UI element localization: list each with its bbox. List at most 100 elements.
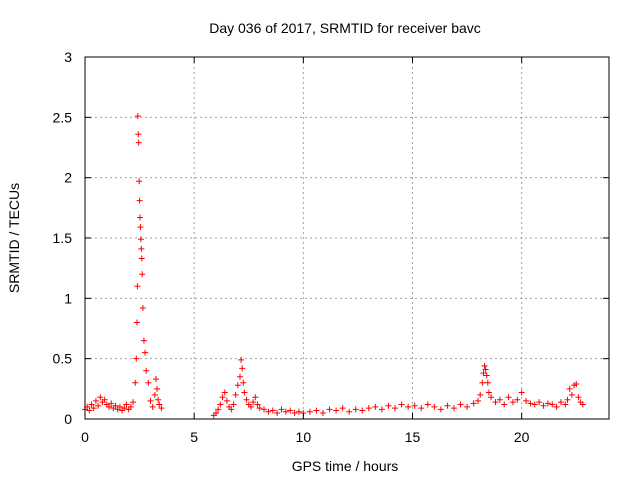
data-point	[568, 391, 575, 398]
data-point	[319, 409, 326, 416]
data-point	[265, 408, 272, 415]
data-point	[333, 407, 340, 414]
x-tick-label: 20	[514, 429, 530, 445]
data-point	[138, 245, 145, 252]
y-tick-label: 3	[64, 49, 72, 65]
data-point	[485, 389, 492, 396]
data-point	[215, 406, 222, 413]
data-point	[155, 396, 162, 403]
data-point	[540, 402, 547, 409]
data-point	[140, 337, 147, 344]
data-point	[385, 402, 392, 409]
data-point	[359, 407, 366, 414]
data-point	[95, 402, 102, 409]
data-point	[484, 379, 491, 386]
data-point	[147, 397, 154, 404]
data-point	[219, 394, 226, 401]
data-point	[536, 399, 543, 406]
data-point	[134, 113, 141, 120]
data-point	[544, 400, 551, 407]
data-point	[238, 356, 245, 363]
data-point	[135, 139, 142, 146]
data-point	[136, 178, 143, 185]
data-point	[501, 401, 508, 408]
data-point	[579, 401, 586, 408]
data-point	[137, 236, 144, 243]
data-point	[496, 396, 503, 403]
data-point	[365, 405, 372, 412]
data-point	[228, 406, 235, 413]
data-point	[145, 379, 152, 386]
data-point	[479, 379, 486, 386]
data-point	[482, 366, 489, 373]
data-point	[313, 407, 320, 414]
axes: 0 5 10 15 20 0 0.5 1 1.5 2 2.5 3	[53, 49, 609, 445]
data-point	[237, 373, 244, 380]
data-point	[137, 224, 144, 231]
data-point	[116, 403, 123, 410]
data-point	[154, 385, 161, 392]
data-point	[431, 403, 438, 410]
data-point	[213, 409, 219, 416]
data-point	[132, 379, 139, 386]
data-point	[523, 397, 530, 404]
data-point	[492, 399, 499, 406]
data-point	[477, 391, 484, 398]
data-point	[243, 396, 250, 403]
data-point	[134, 283, 141, 290]
data-point	[112, 402, 119, 409]
data-point	[411, 402, 418, 409]
data-point	[398, 401, 405, 408]
data-point	[247, 403, 254, 410]
data-point	[223, 397, 230, 404]
data-point	[505, 394, 512, 401]
data-point	[480, 370, 487, 377]
data-point	[121, 405, 128, 412]
y-tick-label: 1.5	[53, 230, 73, 246]
data-point	[152, 376, 159, 383]
data-point	[306, 408, 313, 415]
data-point	[261, 406, 268, 413]
data-point	[566, 385, 573, 392]
y-tick-label: 0	[64, 411, 72, 427]
data-point	[481, 362, 488, 369]
data-point	[339, 405, 346, 412]
data-point	[92, 397, 99, 404]
data-point	[475, 397, 481, 404]
data-point	[254, 401, 261, 408]
data-point	[488, 394, 495, 401]
data-point	[252, 394, 259, 401]
data-point	[553, 403, 560, 410]
data-point	[291, 409, 298, 416]
data-point	[295, 408, 302, 415]
x-tick-label: 5	[190, 429, 198, 445]
data-point	[483, 372, 490, 379]
data-point	[232, 391, 239, 398]
data-point	[278, 406, 285, 413]
chart-title: Day 036 of 2017, SRMTID for receiver bav…	[209, 20, 481, 36]
data-point	[136, 197, 143, 204]
data-point	[437, 406, 444, 413]
data-point	[250, 399, 257, 406]
data-point	[149, 403, 156, 410]
data-point	[142, 349, 149, 356]
data-point	[230, 401, 237, 408]
data-point	[378, 406, 385, 413]
data-point	[217, 401, 224, 408]
data-point	[372, 403, 379, 410]
data-point	[287, 407, 294, 414]
data-point	[88, 401, 95, 408]
data-point	[457, 401, 464, 408]
data-point	[137, 214, 144, 221]
data-point	[470, 400, 477, 407]
data-point	[352, 406, 359, 413]
grid-lines	[85, 57, 609, 419]
y-tick-label: 2	[64, 170, 72, 186]
data-point	[531, 401, 538, 408]
data-point	[562, 401, 569, 408]
y-tick-label: 0.5	[53, 351, 73, 367]
y-axis-label: SRMTID / TECUs	[6, 183, 22, 293]
data-point	[573, 381, 580, 388]
data-point	[133, 319, 140, 326]
data-point	[135, 131, 142, 138]
